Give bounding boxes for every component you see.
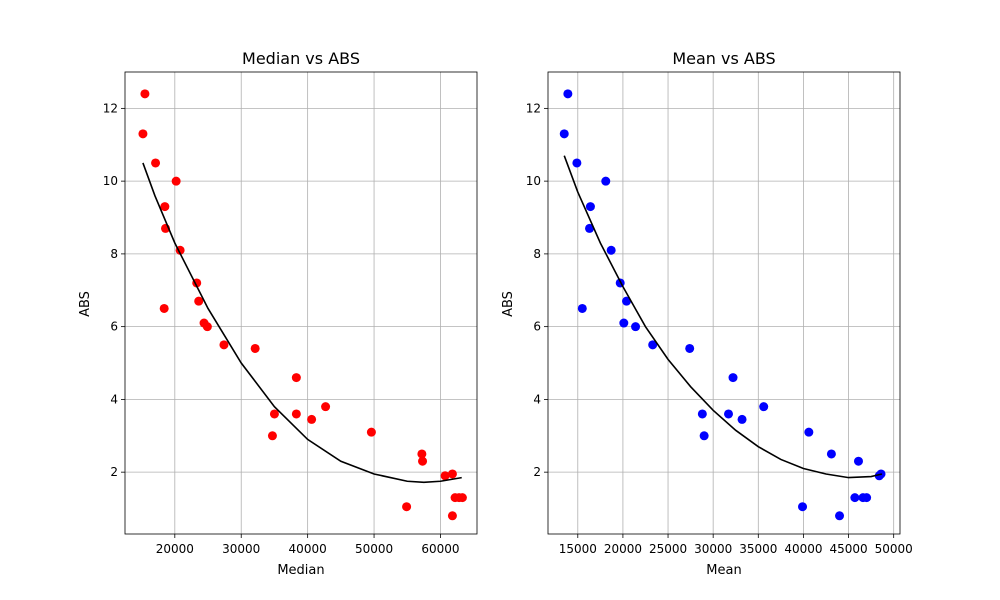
x-axis-label: Mean [706,563,741,578]
data-point [194,296,204,306]
y-tick-label: 4 [533,392,541,406]
data-point [619,318,629,328]
data-point [138,129,148,139]
data-point [724,409,734,419]
data-point [585,223,595,233]
mean-vs-abs-plot: Mean vs ABS Mean ABS 15000 20000 25000 3000… [501,49,913,578]
grid [125,72,477,534]
plot-title: Median vs ABS [242,49,360,68]
data-point [601,176,611,186]
data-point [269,409,279,419]
data-point [804,427,814,437]
data-point [697,409,707,419]
data-point [219,340,229,350]
data-point [563,89,573,99]
data-point [418,456,428,466]
data-point [250,343,260,353]
data-point [321,402,331,412]
y-axis-label: ABS [501,291,516,317]
fit-curve [142,162,462,484]
plot-frame [124,71,478,535]
plot-title: Mean vs ABS [672,49,775,68]
y-tick-label: 8 [533,247,541,261]
x-tick-label: 40000 [784,542,822,556]
y-tick-label: 10 [103,174,118,188]
scatter-points [138,89,467,521]
x-tick-label: 15000 [559,542,597,556]
x-tick-label: 20000 [156,542,194,556]
data-point [737,414,747,424]
y-axis-label: ABS [78,291,93,317]
data-point [798,502,808,512]
data-point [202,322,212,332]
data-point [631,322,641,332]
data-point [759,402,769,412]
data-point [151,158,161,168]
x-tick-label: 25000 [649,542,687,556]
x-tick-label: 30000 [222,542,260,556]
x-tick-label: 35000 [739,542,777,556]
data-point [728,373,738,383]
data-point [447,469,457,479]
y-tick-label: 4 [110,392,118,406]
data-point [291,373,301,383]
data-point [457,493,467,503]
data-point [853,456,863,466]
data-point [160,202,170,212]
data-point [577,303,587,313]
data-point [850,493,860,503]
y-tick-label: 12 [103,101,118,115]
data-point [307,414,317,424]
x-tick-label: 45000 [829,542,867,556]
data-point [826,449,836,459]
x-tick-label: 20000 [604,542,642,556]
data-point [417,449,427,459]
data-point [685,343,695,353]
fit-curve [563,155,883,479]
data-point [440,471,450,481]
data-point [862,493,872,503]
median-vs-abs-plot: Median vs ABS Median ABS 20000 30000 40000… [78,49,478,578]
data-point [699,431,709,441]
y-tick-label: 6 [533,320,541,334]
data-point [402,502,412,512]
data-point [267,431,277,441]
data-point [366,427,376,437]
y-tick-label: 8 [110,247,118,261]
x-tick-label: 30000 [694,542,732,556]
x-tick-label: 50000 [355,542,393,556]
data-point [291,409,301,419]
y-tick-label: 12 [526,101,541,115]
x-tick-label: 40000 [289,542,327,556]
data-point [559,129,569,139]
data-point [648,340,658,350]
data-point [447,511,457,521]
y-tick-label: 2 [533,465,541,479]
data-point [835,511,845,521]
data-point [622,296,632,306]
y-tick-label: 10 [526,174,541,188]
data-point [606,245,616,255]
data-point [585,202,595,212]
y-tick-label: 2 [110,465,118,479]
x-axis-label: Median [277,563,324,578]
data-point [171,176,181,186]
data-point [159,303,169,313]
x-tick-label: 60000 [421,542,459,556]
data-point [572,158,582,168]
x-tick-label: 50000 [875,542,913,556]
plot-frame [547,71,901,535]
y-tick-label: 6 [110,320,118,334]
data-point [140,89,150,99]
